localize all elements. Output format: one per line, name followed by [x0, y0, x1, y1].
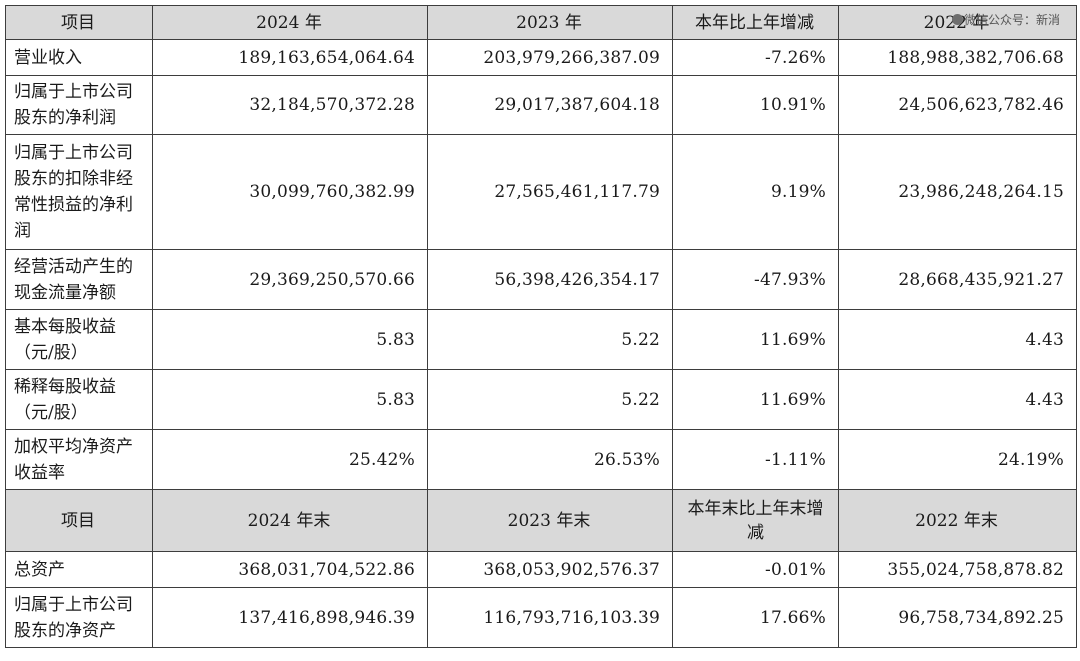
cell-2024: 5.83 — [152, 309, 428, 370]
cell-2024: 368,031,704,522.86 — [152, 551, 428, 588]
table-row: 营业收入 189,163,654,064.64 203,979,266,387.… — [5, 39, 1077, 76]
cell-change: 11.69% — [672, 309, 839, 370]
table-row: 总资产 368,031,704,522.86 368,053,902,576.3… — [5, 551, 1077, 588]
cell-2024: 25.42% — [152, 429, 428, 490]
cell-2023: 29,017,387,604.18 — [427, 75, 673, 135]
wechat-icon — [952, 14, 963, 25]
table-row: 归属于上市公司股东的净资产 137,416,898,946.39 116,793… — [5, 587, 1077, 648]
subheader-cell-2023: 2023 年末 — [427, 489, 673, 552]
cell-2022: 96,758,734,892.25 — [838, 587, 1077, 648]
table-row: 经营活动产生的现金流量净额 29,369,250,570.66 56,398,4… — [5, 249, 1077, 310]
row-label: 归属于上市公司股东的扣除非经常性损益的净利润 — [5, 134, 153, 250]
cell-2023: 368,053,902,576.37 — [427, 551, 673, 588]
cell-2024: 137,416,898,946.39 — [152, 587, 428, 648]
cell-2022: 24,506,623,782.46 — [838, 75, 1077, 135]
header-cell-item: 项目 — [5, 5, 153, 40]
row-label: 营业收入 — [5, 39, 153, 76]
subheader-cell-2024: 2024 年末 — [152, 489, 428, 552]
watermark: 微信公众号：新消 — [952, 11, 1060, 28]
table-row: 加权平均净资产收益率 25.42% 26.53% -1.11% 24.19% — [5, 429, 1077, 490]
cell-2023: 5.22 — [427, 309, 673, 370]
financial-table: 项目 2024 年 2023 年 本年比上年增减 2022 年 营业收入 189… — [5, 5, 1077, 648]
table-subheader-row: 项目 2024 年末 2023 年末 本年末比上年末增减 2022 年末 — [5, 489, 1077, 552]
cell-change: 11.69% — [672, 369, 839, 430]
cell-2022: 24.19% — [838, 429, 1077, 490]
cell-2022: 188,988,382,706.68 — [838, 39, 1077, 76]
header-cell-2024: 2024 年 — [152, 5, 428, 40]
table-row: 稀释每股收益（元/股） 5.83 5.22 11.69% 4.43 — [5, 369, 1077, 430]
cell-change: 9.19% — [672, 134, 839, 250]
row-label: 归属于上市公司股东的净利润 — [5, 75, 153, 135]
cell-2024: 29,369,250,570.66 — [152, 249, 428, 310]
row-label: 总资产 — [5, 551, 153, 588]
cell-2023: 203,979,266,387.09 — [427, 39, 673, 76]
table-row: 归属于上市公司股东的净利润 32,184,570,372.28 29,017,3… — [5, 75, 1077, 135]
cell-2022: 23,986,248,264.15 — [838, 134, 1077, 250]
cell-2022: 355,024,758,878.82 — [838, 551, 1077, 588]
header-cell-change: 本年比上年增减 — [672, 5, 839, 40]
row-label: 基本每股收益（元/股） — [5, 309, 153, 370]
table-row: 基本每股收益（元/股） 5.83 5.22 11.69% 4.43 — [5, 309, 1077, 370]
cell-change: 10.91% — [672, 75, 839, 135]
cell-2024: 30,099,760,382.99 — [152, 134, 428, 250]
row-label: 加权平均净资产收益率 — [5, 429, 153, 490]
subheader-cell-2022: 2022 年末 — [838, 489, 1077, 552]
cell-change: -47.93% — [672, 249, 839, 310]
row-label: 归属于上市公司股东的净资产 — [5, 587, 153, 648]
cell-2023: 26.53% — [427, 429, 673, 490]
cell-2022: 28,668,435,921.27 — [838, 249, 1077, 310]
subheader-cell-item: 项目 — [5, 489, 153, 552]
cell-change: -1.11% — [672, 429, 839, 490]
cell-2024: 32,184,570,372.28 — [152, 75, 428, 135]
cell-2024: 5.83 — [152, 369, 428, 430]
cell-2023: 27,565,461,117.79 — [427, 134, 673, 250]
cell-2023: 5.22 — [427, 369, 673, 430]
cell-change: 17.66% — [672, 587, 839, 648]
cell-2024: 189,163,654,064.64 — [152, 39, 428, 76]
row-label: 稀释每股收益（元/股） — [5, 369, 153, 430]
watermark-text: 微信公众号：新消 — [964, 13, 1061, 27]
row-label: 经营活动产生的现金流量净额 — [5, 249, 153, 310]
table-header-row: 项目 2024 年 2023 年 本年比上年增减 2022 年 — [5, 5, 1077, 40]
subheader-cell-change: 本年末比上年末增减 — [672, 489, 839, 552]
cell-2023: 56,398,426,354.17 — [427, 249, 673, 310]
cell-2023: 116,793,716,103.39 — [427, 587, 673, 648]
header-cell-2023: 2023 年 — [427, 5, 673, 40]
cell-change: -7.26% — [672, 39, 839, 76]
table-row: 归属于上市公司股东的扣除非经常性损益的净利润 30,099,760,382.99… — [5, 134, 1077, 250]
cell-change: -0.01% — [672, 551, 839, 588]
header-cell-2022: 2022 年 — [838, 5, 1077, 40]
cell-2022: 4.43 — [838, 369, 1077, 430]
cell-2022: 4.43 — [838, 309, 1077, 370]
